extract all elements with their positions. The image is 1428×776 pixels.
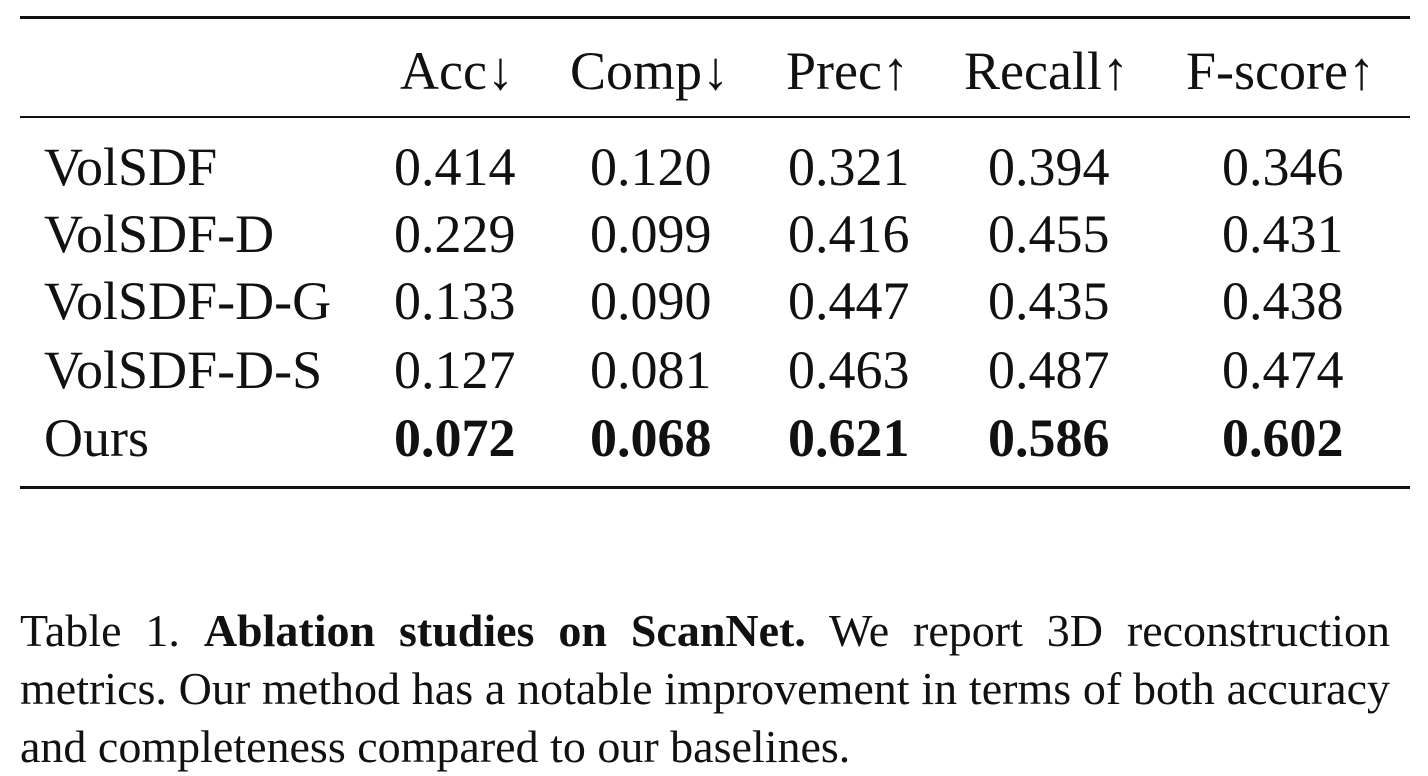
- row-method: Ours: [44, 408, 149, 468]
- row-method: VolSDF-D-S: [44, 340, 323, 400]
- cell-prec: 0.463: [788, 340, 910, 400]
- cell-acc: 0.229: [394, 204, 516, 264]
- cell-acc-best: 0.072: [394, 408, 516, 468]
- table-top-rule: [20, 16, 1410, 19]
- cell-fscore: 0.346: [1222, 137, 1344, 197]
- header-fscore: F-score↑: [1186, 41, 1375, 101]
- cell-comp-best: 0.068: [590, 408, 712, 468]
- cell-recall: 0.394: [988, 137, 1110, 197]
- cell-recall: 0.435: [988, 271, 1110, 331]
- cell-fscore-best: 0.602: [1222, 408, 1344, 468]
- cell-prec-best: 0.621: [788, 408, 910, 468]
- header-acc: Acc↓: [400, 41, 514, 101]
- cell-prec: 0.447: [788, 271, 910, 331]
- cell-comp: 0.090: [590, 271, 712, 331]
- cell-prec: 0.321: [788, 137, 910, 197]
- row-method: VolSDF: [44, 137, 218, 197]
- cell-comp: 0.120: [590, 137, 712, 197]
- table-caption: Table 1. Ablation studies on ScanNet. We…: [20, 602, 1390, 776]
- row-method: VolSDF-D: [44, 204, 275, 264]
- cell-acc: 0.133: [394, 271, 516, 331]
- cell-recall: 0.455: [988, 204, 1110, 264]
- cell-acc: 0.127: [394, 340, 516, 400]
- cell-comp: 0.099: [590, 204, 712, 264]
- header-comp: Comp↓: [570, 41, 730, 101]
- cell-fscore: 0.431: [1222, 204, 1344, 264]
- cell-fscore: 0.438: [1222, 271, 1344, 331]
- cell-recall: 0.487: [988, 340, 1110, 400]
- cell-comp: 0.081: [590, 340, 712, 400]
- table-mid-rule: [20, 116, 1410, 118]
- cell-recall-best: 0.586: [988, 408, 1110, 468]
- header-prec: Prec↑: [786, 41, 909, 101]
- cell-acc: 0.414: [394, 137, 516, 197]
- row-method: VolSDF-D-G: [44, 271, 332, 331]
- cell-fscore: 0.474: [1222, 340, 1344, 400]
- table-bottom-rule: [20, 486, 1410, 489]
- caption-title: Ablation studies on ScanNet.: [203, 605, 806, 656]
- caption-label: Table 1.: [20, 605, 180, 656]
- cell-prec: 0.416: [788, 204, 910, 264]
- header-recall: Recall↑: [964, 41, 1129, 101]
